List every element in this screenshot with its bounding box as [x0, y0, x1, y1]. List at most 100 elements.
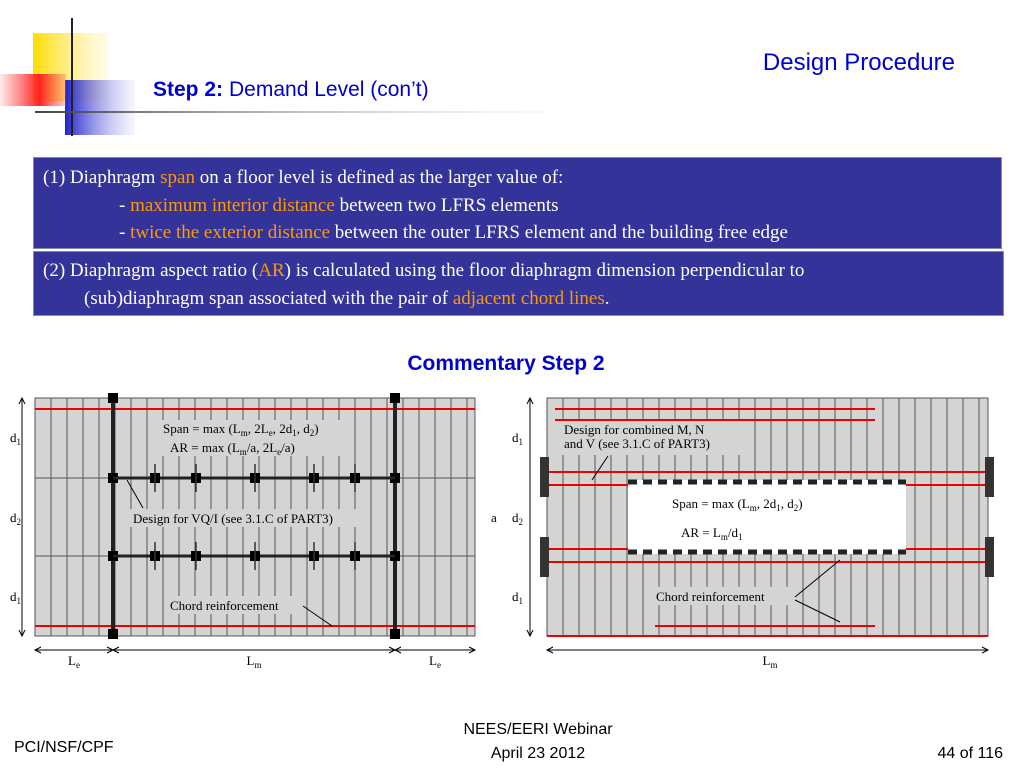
note: Chord reinforcement — [656, 589, 765, 604]
text-line: (2) Diaphragm aspect ratio (AR) is calcu… — [43, 260, 804, 282]
text: Span = max (L — [163, 421, 241, 436]
highlight: adjacent chord lines — [452, 288, 605, 309]
subscript: m — [241, 428, 248, 438]
text: L — [68, 653, 76, 668]
subscript: m — [770, 660, 777, 670]
arrow — [545, 646, 990, 654]
subscript: e — [437, 660, 441, 670]
text: (sub)diaphragm span associated with the … — [84, 288, 453, 309]
text: d — [512, 589, 519, 604]
text: d — [10, 589, 17, 604]
deco-bar — [0, 74, 66, 106]
depth-label: d1 — [10, 430, 21, 447]
text-box: (2) Diaphragm aspect ratio (AR) is calcu… — [33, 251, 1004, 316]
section-title: Design Procedure — [763, 49, 955, 76]
subscript: e — [277, 447, 281, 457]
label-bg — [560, 421, 740, 455]
subscript: 2 — [794, 503, 799, 513]
deco-square — [65, 80, 135, 135]
formula: AR = max (Lm/a, 2Le/a) — [170, 440, 295, 457]
lfrs-wall — [540, 457, 549, 497]
subscript: 1 — [738, 532, 743, 542]
text-box: (1) Diaphragm span on a floor level is d… — [33, 157, 1002, 249]
leader — [126, 479, 144, 509]
text: between the outer LFRS element and the b… — [330, 222, 788, 243]
leader — [794, 559, 841, 598]
leader — [302, 605, 333, 627]
a-label: a — [491, 510, 497, 525]
formula: Span = max (Lm, 2Le, 2d1, d2) — [163, 421, 319, 438]
width-label: Le — [68, 653, 80, 670]
subscript: 1 — [17, 596, 22, 606]
note: Design for VQ/I (see 3.1.C of PART3) — [133, 511, 333, 526]
text: . — [604, 288, 610, 309]
label-bg — [160, 420, 350, 456]
depth-label: d1 — [512, 430, 523, 447]
text: /a, 2L — [247, 440, 277, 455]
note: and V (see 3.1.C of PART3) — [564, 436, 710, 451]
width-label: Le — [429, 653, 441, 670]
subscript: 1 — [519, 437, 524, 447]
text: Span = max (L — [672, 496, 750, 511]
footer-left: PCI/NSF/CPF — [14, 739, 114, 756]
subscript: 1 — [17, 437, 22, 447]
text-line: - twice the exterior distance between th… — [119, 222, 788, 244]
subscript: 1 — [292, 428, 297, 438]
text: d — [512, 430, 519, 445]
subscript: 2 — [17, 517, 22, 527]
text: (1) Diaphragm — [43, 167, 161, 188]
depth-label: d1 — [10, 589, 21, 606]
text: ) — [798, 496, 802, 511]
text: d — [10, 510, 17, 525]
subscript: e — [76, 660, 80, 670]
text-line: - maximum interior distance between two … — [119, 195, 559, 217]
subscript: 2 — [519, 517, 524, 527]
connector — [390, 629, 400, 639]
text: - — [119, 195, 131, 216]
subscript: m — [240, 447, 247, 457]
subscript: m — [254, 660, 261, 670]
text: /a) — [281, 440, 295, 455]
arrow — [526, 396, 534, 638]
commentary-title: Commentary Step 2 — [407, 352, 604, 375]
label-bg — [165, 596, 300, 614]
text-line: (1) Diaphragm span on a floor level is d… — [43, 167, 563, 189]
leader — [794, 599, 841, 623]
subscript: 1 — [776, 503, 781, 513]
formula: AR = Lm/d1 — [681, 525, 742, 542]
text: L — [247, 653, 255, 668]
text: d — [10, 430, 17, 445]
leader — [591, 455, 609, 481]
text: , 2L — [248, 421, 269, 436]
footer-center: April 23 2012 — [491, 745, 585, 762]
text: (2) Diaphragm aspect ratio ( — [43, 260, 259, 281]
text: , d — [781, 496, 795, 511]
arrow — [393, 646, 477, 654]
note: Design for combined M, N — [564, 422, 705, 437]
depth-label: d2 — [10, 510, 21, 527]
highlight: twice the exterior distance — [130, 222, 331, 243]
subscript: 2 — [310, 428, 315, 438]
note: Chord reinforcement — [170, 598, 279, 613]
lfrs-wall — [985, 457, 994, 497]
depth-label: d2 — [512, 510, 523, 527]
label-bg — [652, 587, 792, 605]
highlight: maximum interior distance — [130, 195, 335, 216]
text: AR = max (L — [170, 440, 240, 455]
text: /d — [728, 525, 739, 540]
text: L — [763, 653, 771, 668]
step-title: Step 2: Demand Level (con’t) — [153, 78, 429, 101]
text: , 2d — [757, 496, 777, 511]
text: - — [119, 222, 131, 243]
text: on a floor level is defined as the large… — [194, 167, 564, 188]
text: ) is calculated using the floor diaphrag… — [284, 260, 805, 281]
connector — [390, 393, 400, 403]
width-label: Lm — [247, 653, 262, 670]
text: ) — [314, 421, 318, 436]
formula: Span = max (Lm, 2d1, d2) — [672, 496, 803, 513]
highlight: AR — [258, 260, 285, 281]
text: L — [429, 653, 437, 668]
